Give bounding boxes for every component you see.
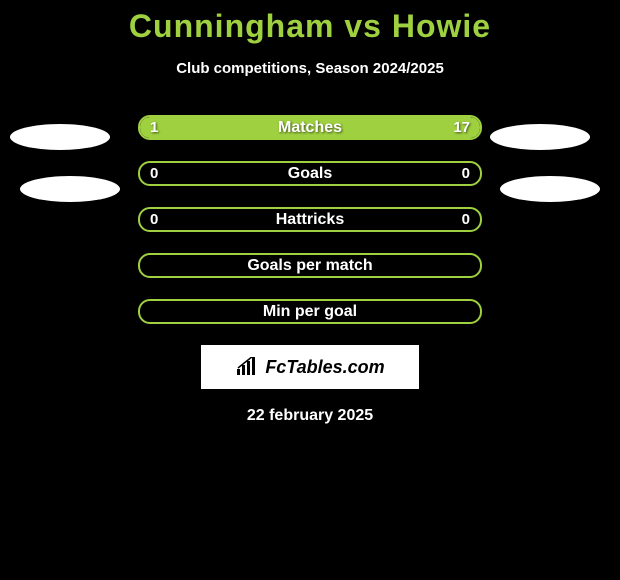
logo-text: FcTables.com (265, 357, 384, 378)
stat-row: Min per goal (0, 299, 620, 324)
stat-label: Matches (140, 117, 480, 138)
stat-label: Min per goal (140, 301, 480, 322)
player-photo-placeholder (10, 124, 110, 150)
main-container: Cunningham vs Howie Club competitions, S… (0, 0, 620, 425)
stat-label: Hattricks (140, 209, 480, 230)
stat-row: 00Hattricks (0, 207, 620, 232)
stat-label: Goals (140, 163, 480, 184)
logo-box: FcTables.com (201, 345, 419, 389)
subtitle: Club competitions, Season 2024/2025 (0, 60, 620, 77)
date-text: 22 february 2025 (0, 407, 620, 425)
stat-bar: 00Hattricks (138, 207, 482, 232)
player-photo-placeholder (500, 176, 600, 202)
player-photo-placeholder (490, 124, 590, 150)
logo-chart-icon (235, 357, 259, 377)
stat-bar: 117Matches (138, 115, 482, 140)
stat-bar: Goals per match (138, 253, 482, 278)
stat-bar: Min per goal (138, 299, 482, 324)
player-photo-placeholder (20, 176, 120, 202)
page-title: Cunningham vs Howie (0, 8, 620, 45)
stat-row: Goals per match (0, 253, 620, 278)
stat-label: Goals per match (140, 255, 480, 276)
stat-bar: 00Goals (138, 161, 482, 186)
